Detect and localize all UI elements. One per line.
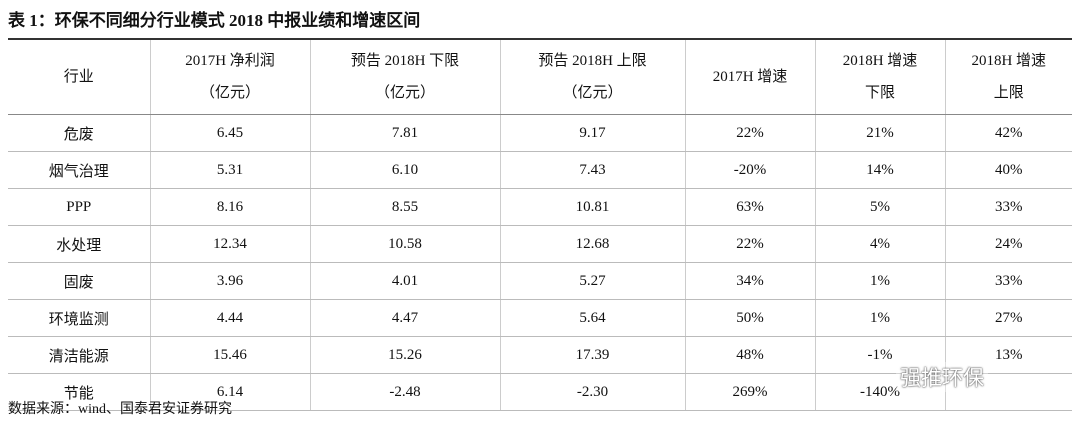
table-row: 危废 6.45 7.81 9.17 22% 21% 42% <box>8 114 1072 152</box>
table-cell: 固废 <box>8 262 150 300</box>
table-row: PPP 8.16 8.55 10.81 63% 5% 33% <box>8 188 1072 226</box>
table-cell: 22% <box>684 114 815 152</box>
data-table: 行业 2017H 净利润 （亿元） 预告 2018H 下限 （亿元） 预告 2018H 上… <box>8 38 1072 411</box>
table-cell: 5.27 <box>499 262 685 300</box>
column-header: 行业 <box>8 39 150 115</box>
table-cell: 危废 <box>8 114 150 152</box>
table-cell: 7.43 <box>499 151 685 189</box>
table-cell: 4.01 <box>309 262 500 300</box>
header-line: 上限 <box>993 85 1024 101</box>
table-cell: 6.14 <box>149 373 310 411</box>
table-cell: 10.81 <box>499 188 685 226</box>
header-line: （亿元） <box>562 85 623 101</box>
source-note: 数据来源：wind、国泰君安证券研究 <box>8 402 232 417</box>
table-cell: -2.48 <box>309 373 500 411</box>
table-cell: 15.26 <box>309 336 500 374</box>
table-cell <box>944 373 1072 411</box>
table-cell: 5.31 <box>149 151 310 189</box>
table-cell: 63% <box>684 188 815 226</box>
table-cell: 13% <box>944 336 1072 374</box>
table-cell: 4% <box>814 225 945 263</box>
table-cell: 24% <box>944 225 1072 263</box>
table-cell: 烟气治理 <box>8 151 150 189</box>
table-cell: 40% <box>944 151 1072 189</box>
table-cell: 4.44 <box>149 299 310 337</box>
table-cell: -140% <box>814 373 945 411</box>
table-cell: 14% <box>814 151 945 189</box>
header-line: 行业 <box>63 69 94 85</box>
table-cell: 42% <box>944 114 1072 152</box>
column-header: 预告 2018H 下限 （亿元） <box>309 39 500 115</box>
table-cell: -1% <box>814 336 945 374</box>
table-cell: 34% <box>684 262 815 300</box>
table-cell: 5.64 <box>499 299 685 337</box>
table-cell: 33% <box>944 262 1072 300</box>
table-cell: 8.16 <box>149 188 310 226</box>
header-line: 2017H 增速 <box>712 69 788 85</box>
table-cell: 50% <box>684 299 815 337</box>
table-cell: 48% <box>684 336 815 374</box>
table-cell: 清洁能源 <box>8 336 150 374</box>
table-cell: 1% <box>814 299 945 337</box>
header-line: 2018H 增速 <box>842 53 918 69</box>
table-cell: -2.30 <box>499 373 685 411</box>
table-row: 烟气治理 5.31 6.10 7.43 -20% 14% 40% <box>8 151 1072 189</box>
table-title: 表 1：环保不同细分行业模式 2018 中报业绩和增速区间 <box>8 11 421 30</box>
table-row: 固废 3.96 4.01 5.27 34% 1% 33% <box>8 262 1072 300</box>
header-line: 预告 2018H 下限 <box>350 53 460 69</box>
header-row: 行业 2017H 净利润 （亿元） 预告 2018H 下限 （亿元） 预告 2018H 上… <box>8 39 1072 115</box>
table-cell: 269% <box>684 373 815 411</box>
table-cell: 1% <box>814 262 945 300</box>
table-cell: PPP <box>8 188 150 226</box>
column-header: 2017H 增速 <box>684 39 815 115</box>
table-row: 水处理 12.34 10.58 12.68 22% 4% 24% <box>8 225 1072 263</box>
table-cell: 4.47 <box>309 299 500 337</box>
table-cell: 12.68 <box>499 225 685 263</box>
table-cell: 7.81 <box>309 114 500 152</box>
table-row: 环境监测 4.44 4.47 5.64 50% 1% 27% <box>8 299 1072 337</box>
table-row: 清洁能源 15.46 15.26 17.39 48% -1% 13% <box>8 336 1072 374</box>
table-cell: 10.58 <box>309 225 500 263</box>
table-cell: 5% <box>814 188 945 226</box>
column-header: 2018H 增速 下限 <box>814 39 945 115</box>
table-cell: 环境监测 <box>8 299 150 337</box>
watermark: 强推环保 <box>896 362 988 392</box>
column-header: 2018H 增速 上限 <box>944 39 1072 115</box>
table-cell: 33% <box>944 188 1072 226</box>
table-cell: -20% <box>684 151 815 189</box>
column-header: 预告 2018H 上限 （亿元） <box>499 39 685 115</box>
table-cell: 12.34 <box>149 225 310 263</box>
table-cell: 节能 <box>8 373 150 411</box>
header-line: 2018H 增速 <box>971 53 1047 69</box>
column-header: 2017H 净利润 （亿元） <box>149 39 310 115</box>
table-cell: 22% <box>684 225 815 263</box>
table-cell: 3.96 <box>149 262 310 300</box>
table-cell: 9.17 <box>499 114 685 152</box>
table-cell: 8.55 <box>309 188 500 226</box>
table-cell: 6.45 <box>149 114 310 152</box>
table-cell: 水处理 <box>8 225 150 263</box>
header-line: 下限 <box>864 85 895 101</box>
header-line: （亿元） <box>199 85 260 101</box>
table-cell: 27% <box>944 299 1072 337</box>
table-cell: 15.46 <box>149 336 310 374</box>
table-row: 节能 6.14 -2.48 -2.30 269% -140% <box>8 373 1072 411</box>
table-cell: 21% <box>814 114 945 152</box>
header-line: 预告 2018H 上限 <box>538 53 647 69</box>
header-line: （亿元） <box>374 85 435 101</box>
table-cell: 17.39 <box>499 336 685 374</box>
header-line: 2017H 净利润 <box>185 53 275 69</box>
table-cell: 6.10 <box>309 151 500 189</box>
